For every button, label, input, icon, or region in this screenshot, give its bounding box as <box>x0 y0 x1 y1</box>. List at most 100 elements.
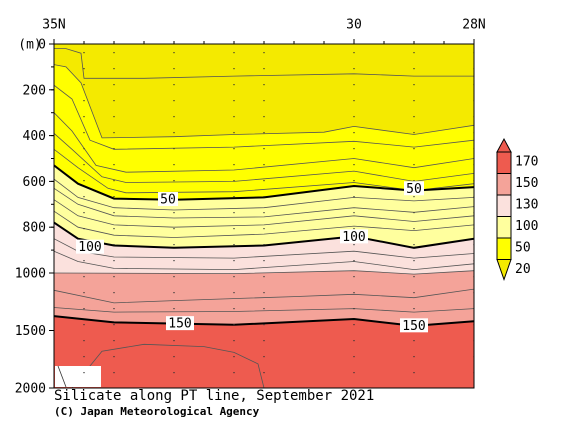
station-dot <box>233 148 235 150</box>
station-dot <box>353 116 355 118</box>
station-dot <box>263 116 265 118</box>
station-dot <box>263 356 265 358</box>
x-tick-label: 30 <box>346 18 362 33</box>
contour-80 <box>54 199 474 228</box>
station-dot <box>263 308 265 310</box>
axes: 35N 30 28N 0 200 400 600 800 1000 1500 2000 (m) <box>15 18 486 397</box>
station-dot <box>113 84 115 86</box>
no-data-area <box>55 366 101 387</box>
colorbar-bottom-arrow <box>496 259 512 282</box>
station-dot <box>113 116 115 118</box>
station-dot <box>83 100 85 102</box>
station-dot <box>413 212 415 214</box>
station-dot <box>233 68 235 70</box>
station-dot <box>353 180 355 182</box>
station-dot <box>83 276 85 278</box>
station-dot <box>263 212 265 214</box>
station-dot <box>233 116 235 118</box>
contour-130 <box>54 270 474 275</box>
station-dot <box>263 228 265 230</box>
station-dot <box>263 276 265 278</box>
station-dot <box>173 52 175 54</box>
y-tick-label: 1500 <box>15 324 46 339</box>
contour-label-150: 150 <box>168 317 191 332</box>
station-dot <box>263 244 265 246</box>
contour-60 <box>54 178 474 211</box>
station-dot <box>173 148 175 150</box>
y-tick-label: 0 <box>38 38 46 53</box>
colorbar-segment <box>496 194 512 217</box>
station-dot <box>233 180 235 182</box>
station-dot <box>413 244 415 246</box>
contour-label-bg <box>340 229 368 244</box>
y-tick-label: 200 <box>23 83 46 98</box>
station-dot <box>83 324 85 326</box>
station-dot <box>83 116 85 118</box>
station-dot <box>263 260 265 262</box>
station-dot <box>113 356 115 358</box>
station-dot <box>173 212 175 214</box>
band-150 <box>54 316 474 388</box>
y-tick-label: 2000 <box>15 382 46 397</box>
station-dot <box>113 276 115 278</box>
station-dot <box>233 340 235 342</box>
color-scale-bar: 170 150 130 100 50 20 <box>496 137 538 282</box>
colorbar-top-arrow <box>496 137 512 153</box>
contour-155 <box>71 343 265 388</box>
contour-70 <box>54 187 474 219</box>
y-tick-label: 800 <box>23 221 46 236</box>
station-dot <box>263 324 265 326</box>
station-dot <box>113 68 115 70</box>
station-dot <box>113 52 115 54</box>
station-dot <box>113 308 115 310</box>
station-dot <box>353 340 355 342</box>
no-data-edge <box>57 365 67 388</box>
station-dot <box>413 164 415 166</box>
station-dot <box>173 116 175 118</box>
station-dot <box>233 84 235 86</box>
contour-120 <box>54 250 474 271</box>
station-dot <box>113 148 115 150</box>
station-dot <box>353 244 355 246</box>
colorbar-segment <box>496 216 512 239</box>
station-dot <box>353 228 355 230</box>
contour-20 <box>54 64 474 139</box>
contour-label-150: 150 <box>402 319 425 334</box>
contour-30 <box>54 112 474 173</box>
station-dot <box>233 196 235 198</box>
colorbar-tick-label: 130 <box>515 198 538 213</box>
station-dot <box>233 356 235 358</box>
station-dot <box>83 52 85 54</box>
station-dot <box>353 372 355 374</box>
station-dot <box>83 132 85 134</box>
station-dot <box>83 212 85 214</box>
contour-labels: 50 50 100 100 150 150 <box>76 181 428 334</box>
station-dot <box>413 228 415 230</box>
station-dot <box>173 244 175 246</box>
contour-label-bg <box>76 239 104 254</box>
station-dot <box>263 340 265 342</box>
station-dot <box>413 196 415 198</box>
x-tick-label: 35N <box>42 18 65 33</box>
station-dot <box>173 100 175 102</box>
contour-label-bg <box>166 316 194 331</box>
station-dot <box>413 84 415 86</box>
station-dot <box>263 52 265 54</box>
station-dot <box>113 228 115 230</box>
station-dot <box>113 212 115 214</box>
station-dot <box>173 340 175 342</box>
contour-label-bg <box>404 181 424 196</box>
station-dot <box>263 148 265 150</box>
no-data-mask <box>55 365 101 388</box>
station-dot <box>83 228 85 230</box>
y-tick-label: 1000 <box>15 267 46 282</box>
station-dot <box>113 292 115 294</box>
station-dot <box>413 180 415 182</box>
y-tick-label: 400 <box>23 129 46 144</box>
station-dot <box>113 180 115 182</box>
y-unit-label: (m) <box>18 38 41 53</box>
station-dot <box>233 228 235 230</box>
station-dot <box>173 68 175 70</box>
station-dot <box>353 260 355 262</box>
station-dot <box>83 196 85 198</box>
